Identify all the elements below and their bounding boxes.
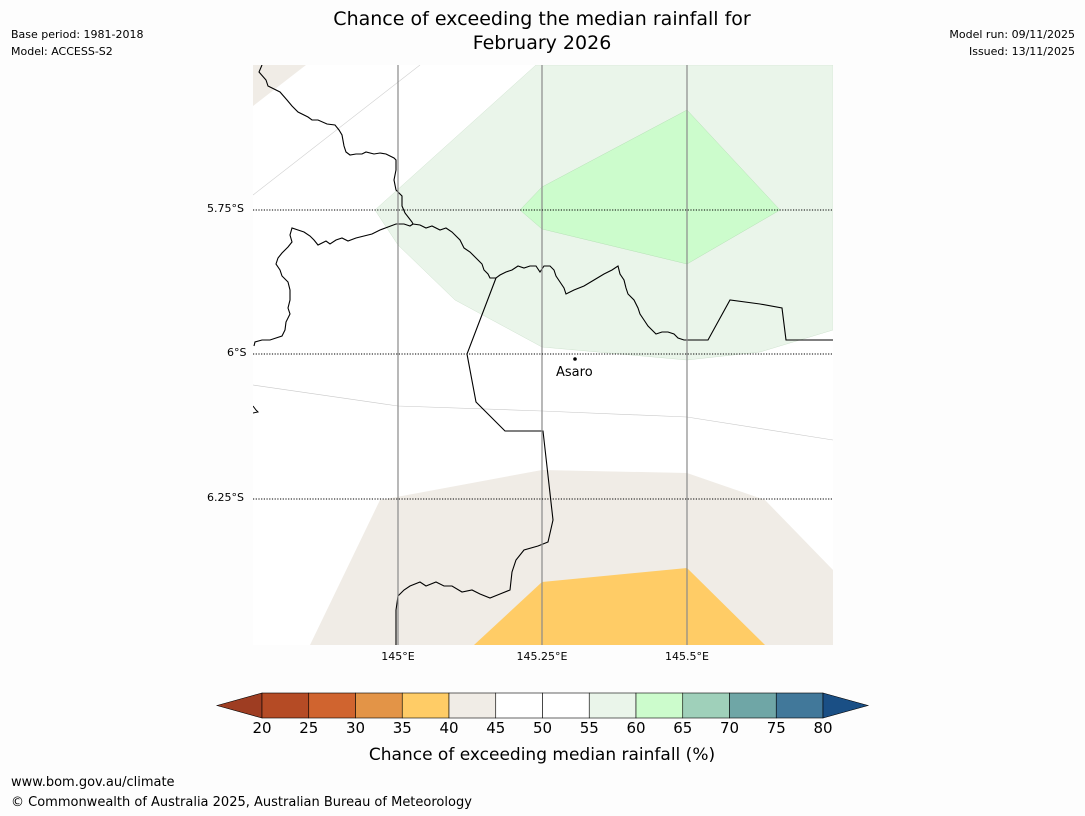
meridians [397, 65, 688, 645]
colorbar-tick-label: 25 [299, 719, 319, 737]
place-label-asaro: Asaro [556, 365, 593, 380]
chart-title: Chance of exceeding the median rainfall … [242, 7, 842, 55]
colorbar-tick-label: 60 [626, 719, 646, 737]
colorbar-tick-label: 70 [719, 719, 740, 737]
parallels [253, 209, 833, 500]
issued-date: Issued: 13/11/2025 [968, 45, 1075, 58]
lon-label-145-25: 145.25°E [516, 650, 568, 663]
header-left: Base period: 1981-2018 Model: ACCESS-S2 [11, 26, 143, 60]
lat-label-5-75: 5.75°S [207, 202, 244, 215]
footer-url: www.bom.gov.au/climate [11, 775, 175, 790]
colorbar-tick-label: 55 [579, 719, 599, 737]
coast-fragment [253, 405, 260, 414]
base-period: Base period: 1981-2018 [11, 28, 144, 41]
faint-contour-1 [253, 65, 421, 196]
model-run: Model run: 09/11/2025 [949, 28, 1075, 41]
border-line [395, 277, 554, 645]
lon-label-145-5: 145.5°E [665, 650, 709, 663]
header-right: Model run: 09/11/2025 Issued: 13/11/2025 [949, 26, 1075, 60]
coastline [253, 65, 414, 347]
colorbar-tick-label: 30 [345, 719, 366, 737]
zone-40-45-topleft [253, 65, 306, 106]
lat-label-6-25: 6.25°S [207, 491, 244, 504]
lat-label-6: 6°S [227, 346, 247, 359]
title-line-2: February 2026 [472, 32, 612, 54]
colorbar-tick-label: 50 [532, 719, 553, 737]
colorbar-tick-label: 80 [813, 719, 833, 737]
colorbar-tick-label: 45 [486, 719, 506, 737]
colorbar-tick-label: 75 [766, 719, 786, 737]
colorbar-label: Chance of exceeding median rainfall (%) [368, 745, 716, 765]
colorbar-tick-label: 65 [673, 719, 693, 737]
colorbar-tick-label: 40 [439, 719, 459, 737]
title-line-1: Chance of exceeding the median rainfall … [333, 8, 751, 30]
colorbar-tick-label: 20 [252, 719, 272, 737]
map-area [253, 65, 833, 645]
colorbar-tick-label: 35 [392, 719, 412, 737]
model-name: Model: ACCESS-S2 [11, 45, 113, 58]
asaro-marker [573, 357, 577, 361]
coastline-east [412, 223, 833, 341]
lon-label-145: 145°E [381, 650, 415, 663]
footer-copyright: © Commonwealth of Australia 2025, Austra… [11, 795, 472, 810]
zone-35-40 [474, 568, 765, 645]
